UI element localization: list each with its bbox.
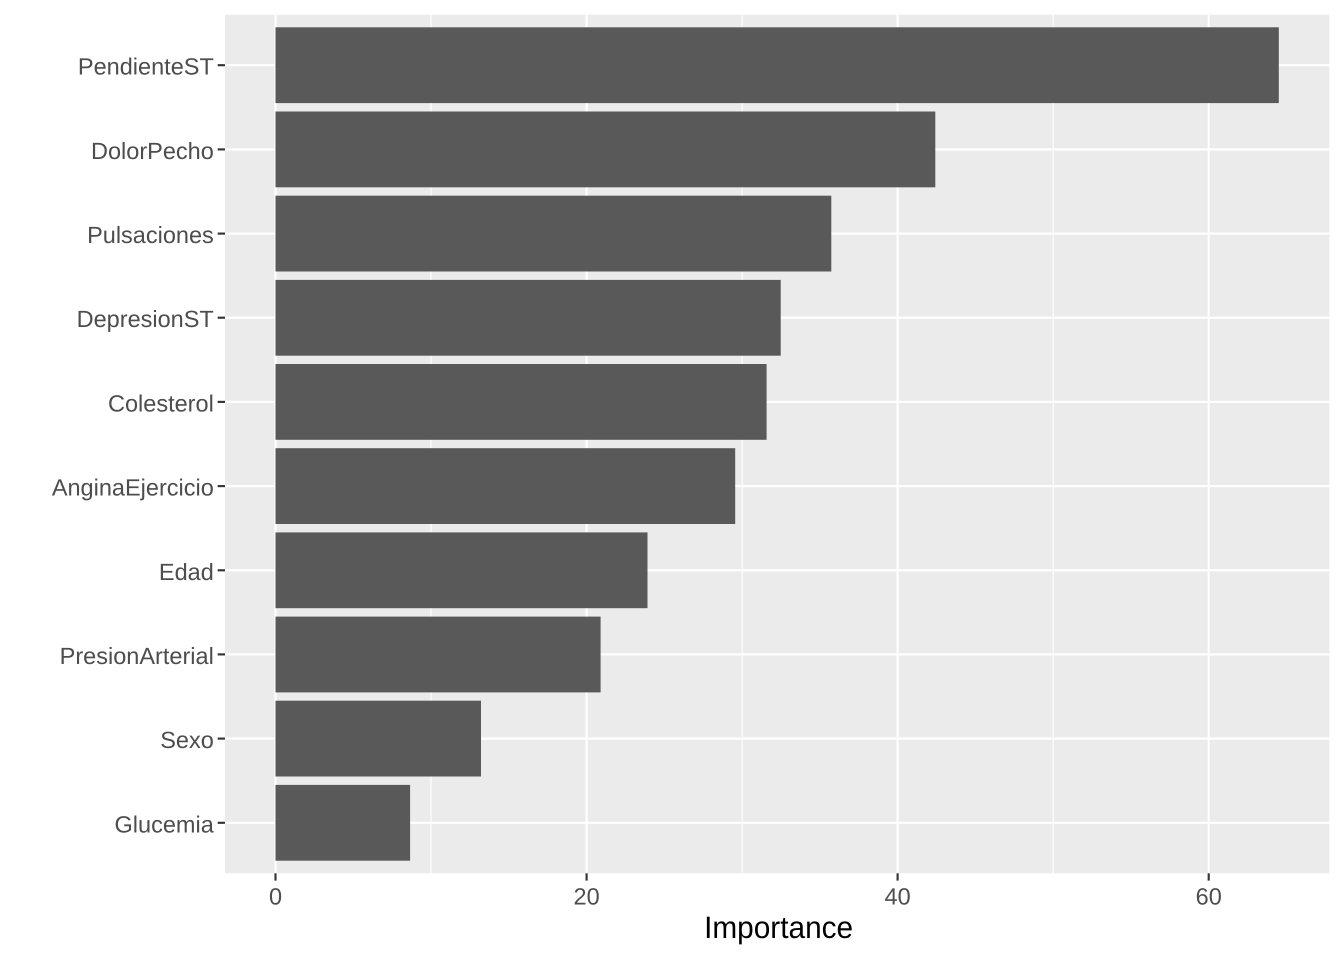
svg-text:Glucemia: Glucemia	[115, 811, 215, 837]
svg-text:PendienteST: PendienteST	[78, 54, 214, 80]
svg-text:40: 40	[885, 884, 911, 910]
svg-text:AnginaEjercicio: AnginaEjercicio	[52, 475, 214, 501]
svg-text:Importance: Importance	[704, 910, 853, 945]
svg-text:Colesterol: Colesterol	[108, 390, 214, 416]
svg-text:20: 20	[574, 884, 600, 910]
svg-text:60: 60	[1196, 884, 1222, 910]
svg-text:Sexo: Sexo	[160, 727, 214, 753]
svg-text:0: 0	[269, 884, 282, 910]
svg-text:DepresionST: DepresionST	[77, 306, 214, 332]
svg-text:DolorPecho: DolorPecho	[91, 138, 214, 164]
svg-text:Edad: Edad	[159, 559, 214, 585]
svg-text:PresionArterial: PresionArterial	[60, 643, 214, 669]
svg-text:Pulsaciones: Pulsaciones	[87, 222, 214, 248]
